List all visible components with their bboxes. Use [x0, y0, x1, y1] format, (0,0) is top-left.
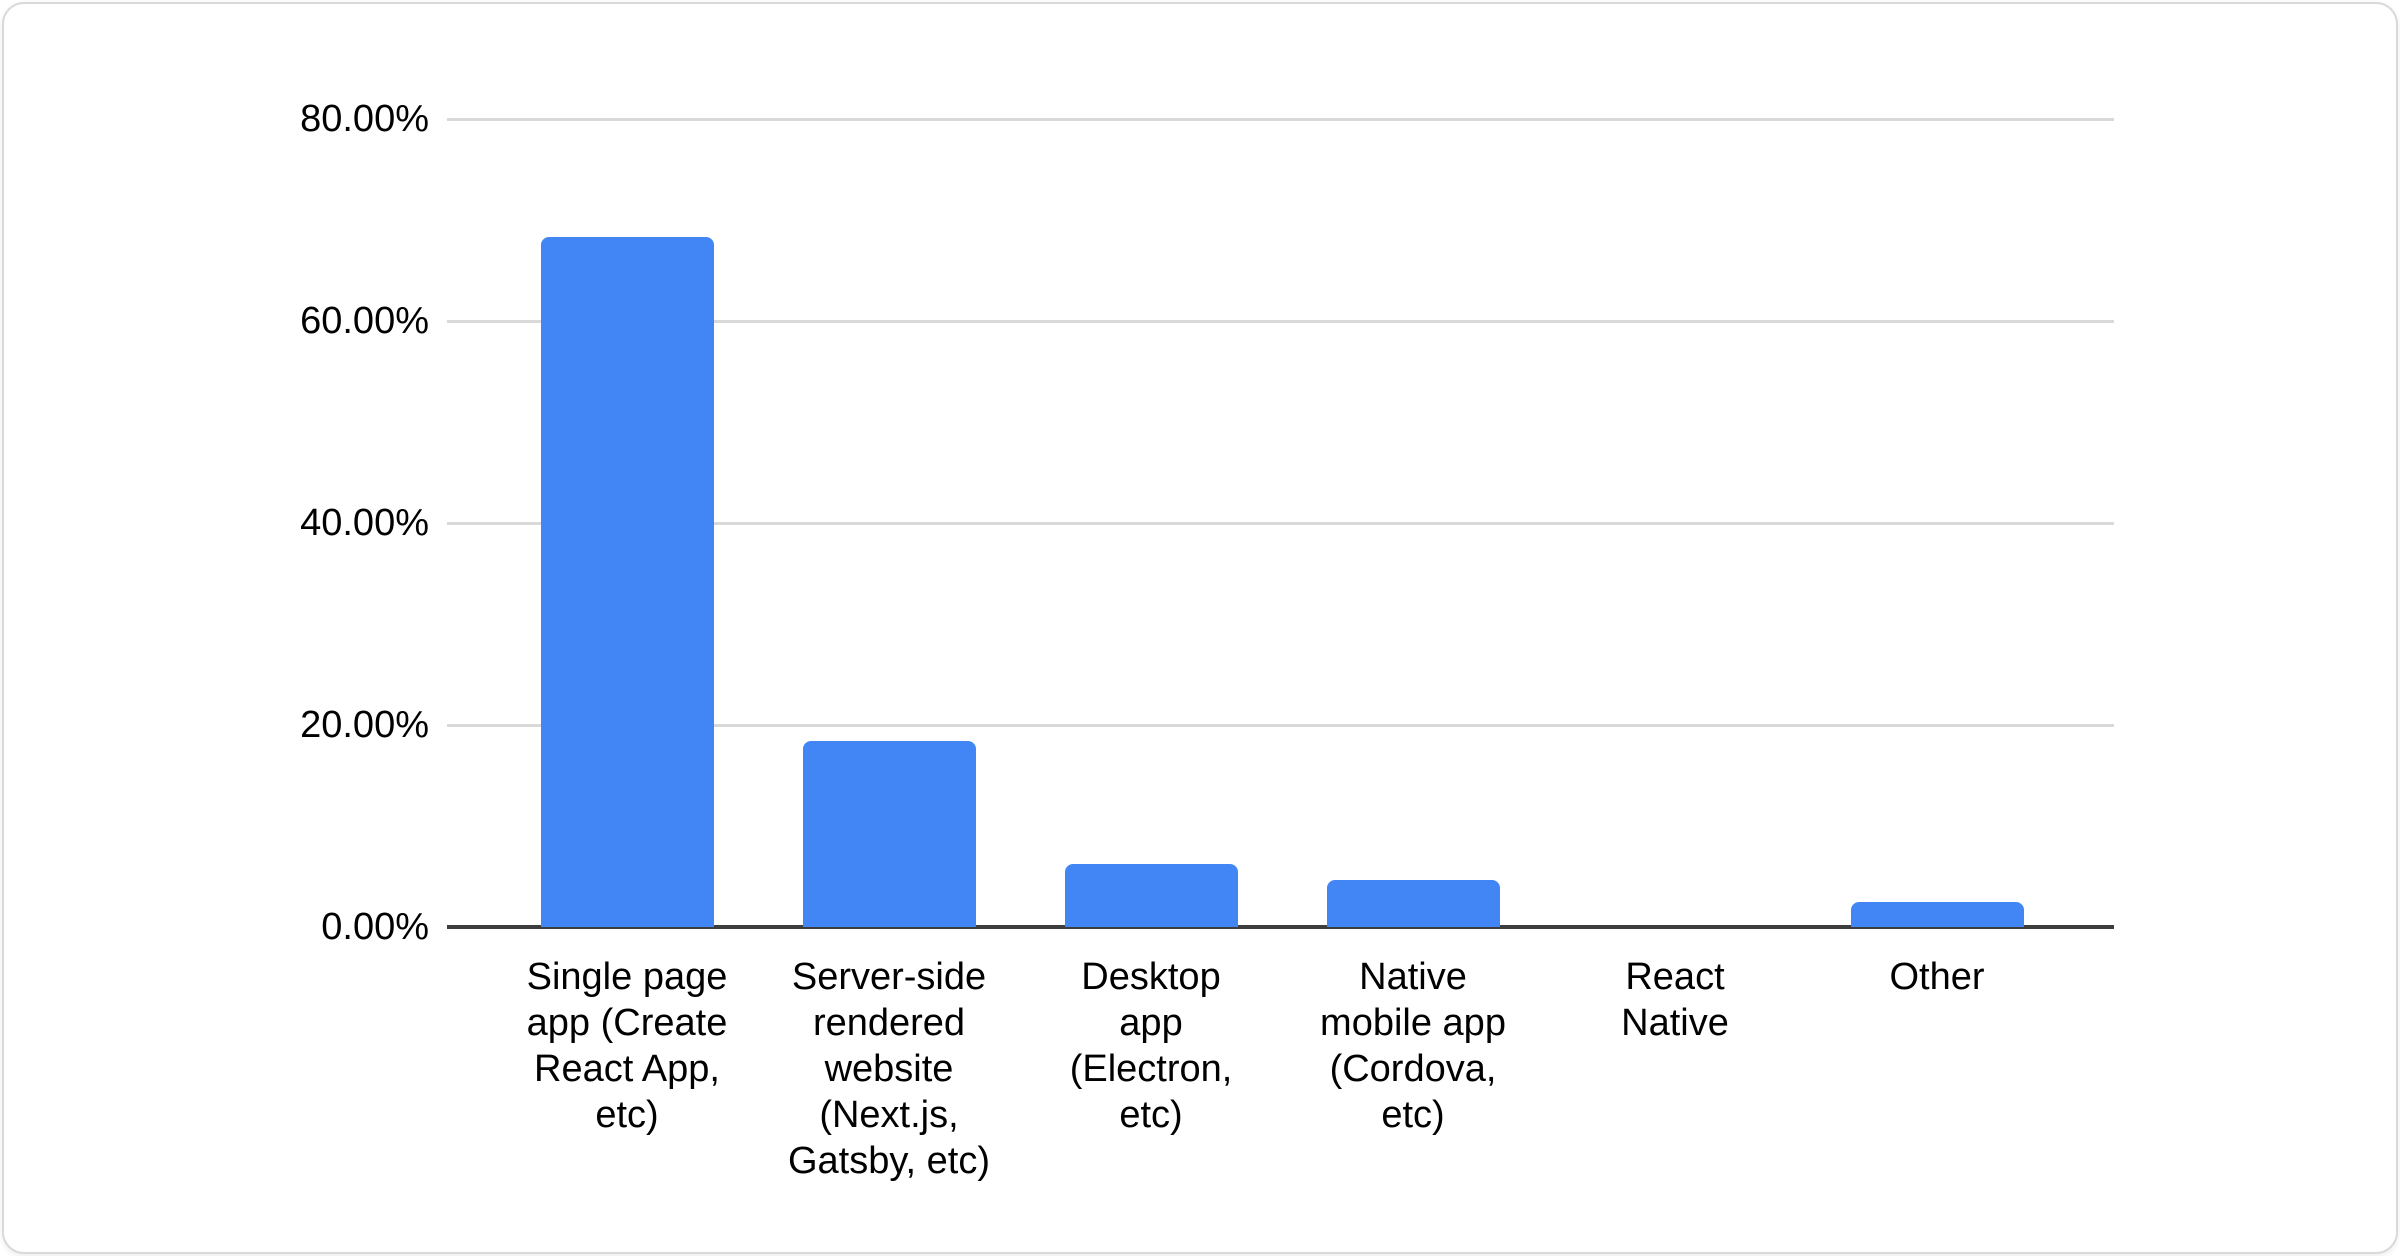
gridline: [447, 118, 2114, 121]
gridline: [447, 724, 2114, 727]
chart-bar[interactable]: [1065, 864, 1238, 927]
x-axis-category-label: React Native: [1621, 956, 1729, 1044]
chart-bar[interactable]: [1851, 902, 2024, 927]
y-axis-tick-label: 40.00%: [300, 502, 429, 544]
x-axis-category-label: Single page app (Create React App, etc): [526, 956, 728, 1136]
chart-bar[interactable]: [803, 741, 976, 927]
x-axis-category-label: Desktop app (Electron, etc): [1069, 956, 1233, 1136]
x-axis-category-label: Native mobile app (Cordova, etc): [1320, 956, 1506, 1136]
chart-bar[interactable]: [541, 237, 714, 927]
bar-chart: 0.00% 20.00% 40.00% 60.00% 80.00% Single page…: [4, 4, 2396, 1252]
y-axis-tick-label: 80.00%: [300, 98, 429, 140]
chart-bar[interactable]: [1327, 880, 1500, 927]
x-axis-category-label: Other: [1889, 956, 1985, 998]
x-axis-category-label: Server-side rendered website (Next.js, G…: [787, 956, 991, 1182]
y-axis-tick-label: 0.00%: [321, 906, 429, 948]
y-axis-tick-label: 60.00%: [300, 300, 429, 342]
x-axis-line: [447, 925, 2114, 929]
y-axis-tick-label: 20.00%: [300, 704, 429, 746]
gridline: [447, 320, 2114, 323]
gridline: [447, 522, 2114, 525]
